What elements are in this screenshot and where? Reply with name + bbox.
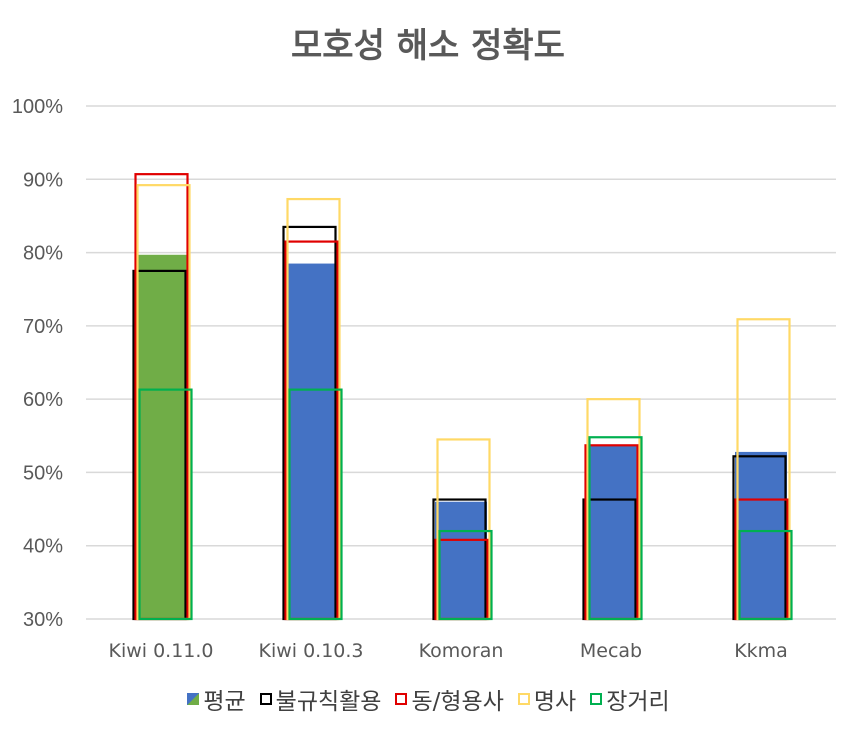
bar-outline-4 xyxy=(138,388,193,621)
y-tick-label: 80% xyxy=(23,243,63,265)
legend-label-verb-adj: 동/형용사 xyxy=(411,689,504,715)
bar-outline-4 xyxy=(738,529,793,621)
y-tick-label: 90% xyxy=(23,169,63,191)
bar-average xyxy=(135,254,187,619)
chart-title: 모호성 해소 정확도 xyxy=(291,26,565,66)
legend-swatch-long-distance xyxy=(590,693,603,705)
legend-item-average: 평균 xyxy=(187,682,246,716)
legend-item-long-distance: 장거리 xyxy=(590,682,670,716)
x-tick-label: Kiwi 0.11.0 xyxy=(108,640,213,662)
y-tick-label: 100% xyxy=(12,96,63,118)
legend-label-irregular: 불규칙활용 xyxy=(275,689,382,715)
legend-swatch-average xyxy=(187,693,200,705)
legend-item-verb-adj: 동/형용사 xyxy=(395,682,504,716)
x-tick-label: Komoran xyxy=(419,640,504,662)
gridlines xyxy=(86,105,836,620)
bar-average xyxy=(585,446,637,619)
bar-outline-4 xyxy=(438,529,493,621)
x-tick-label: Mecab xyxy=(580,640,642,662)
y-tick-label: 30% xyxy=(23,609,63,631)
legend-label-long-distance: 장거리 xyxy=(606,689,670,715)
x-axis-ticks: Kiwi 0.11.0 Kiwi 0.10.3 Komoran Mecab Kkma xyxy=(108,640,787,662)
legend-label-noun: 명사 xyxy=(533,689,577,715)
legend-item-irregular: 불규칙활용 xyxy=(259,682,382,716)
y-tick-label: 50% xyxy=(23,462,63,484)
x-tick-label: Kkma xyxy=(734,640,788,662)
x-tick-label: Kiwi 0.10.3 xyxy=(258,640,363,662)
legend-swatch-verb-adj xyxy=(395,693,408,705)
legend: 평균 불규칙활용 동/형용사 명사 장거리 xyxy=(0,682,857,716)
bars xyxy=(132,173,793,621)
legend-swatch-irregular xyxy=(259,693,272,705)
y-axis-ticks: 30% 40% 50% 60% 70% 80% 90% 100% xyxy=(12,96,63,631)
bar-average xyxy=(435,501,487,619)
y-tick-label: 70% xyxy=(23,316,63,338)
bar-average xyxy=(285,263,337,619)
legend-swatch-noun xyxy=(517,693,530,705)
y-tick-label: 40% xyxy=(23,536,63,558)
bar-outline-4 xyxy=(588,436,643,621)
bar-average xyxy=(735,451,787,619)
y-tick-label: 60% xyxy=(23,389,63,411)
bar-outline-4 xyxy=(288,388,343,621)
legend-label-average: 평균 xyxy=(203,689,246,715)
legend-item-noun: 명사 xyxy=(517,682,577,716)
